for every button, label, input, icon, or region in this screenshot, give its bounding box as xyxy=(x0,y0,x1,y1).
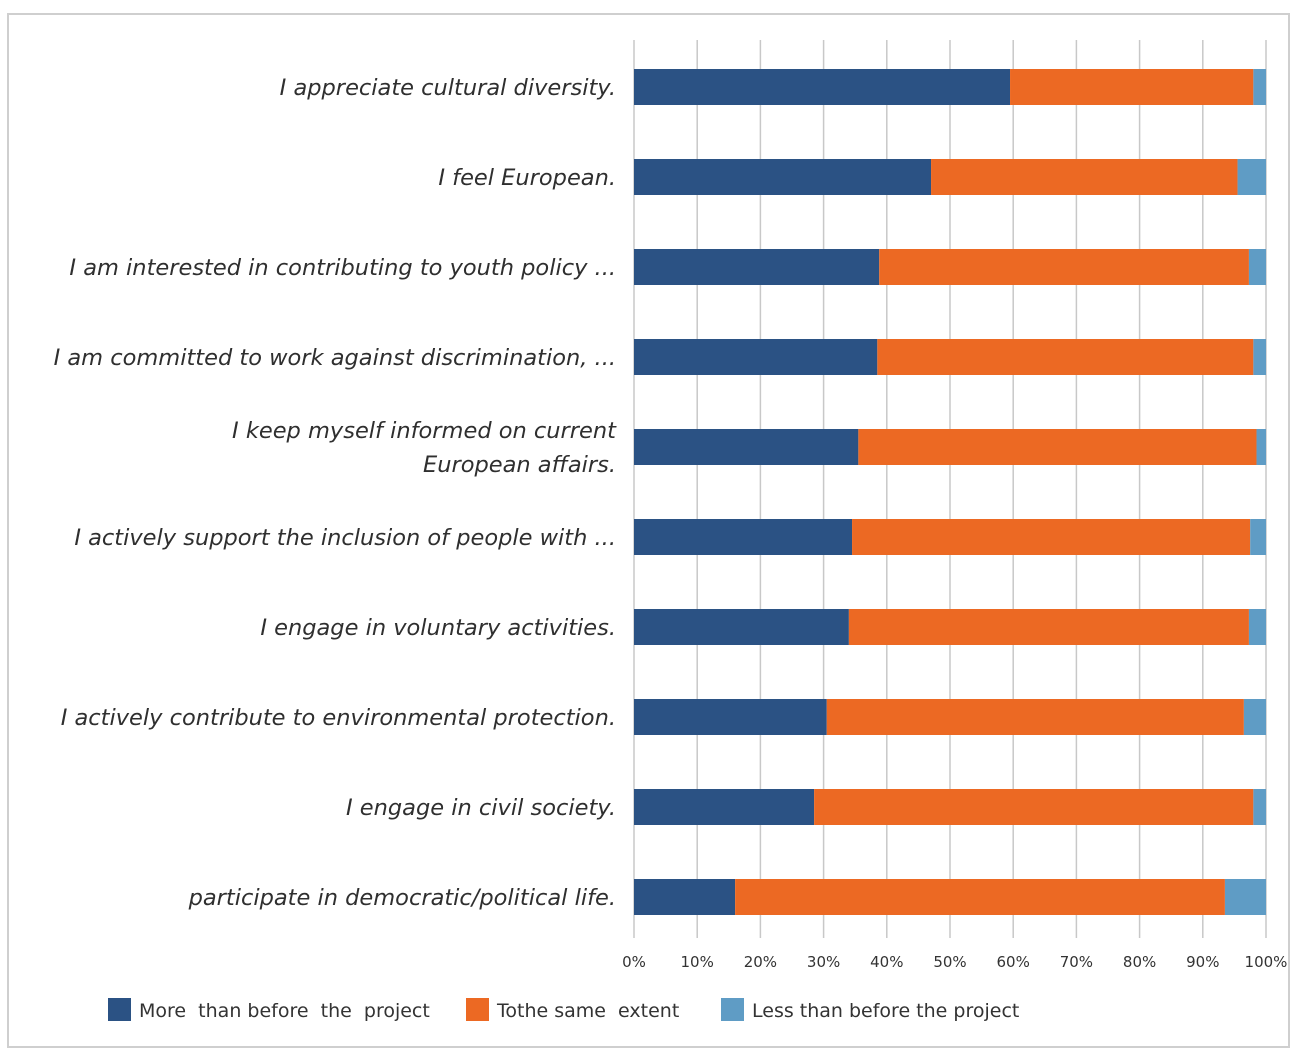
bar-segment-series-1 xyxy=(634,879,736,915)
bar-segment-series-3 xyxy=(1243,699,1266,735)
x-tick-label: 20% xyxy=(744,953,777,971)
category-label: I appreciate cultural diversity. xyxy=(280,75,616,101)
bar-segment-series-1 xyxy=(634,159,932,195)
bars xyxy=(634,69,1266,915)
bar-segment-series-2 xyxy=(735,879,1225,915)
bar-segment-series-2 xyxy=(1010,69,1254,105)
legend-label: Tothe same extent xyxy=(496,1000,679,1022)
bar-segment-series-3 xyxy=(1256,429,1266,465)
bar-segment-series-3 xyxy=(1253,789,1266,825)
category-label: I feel European. xyxy=(438,165,616,191)
category-label: I keep myself informed on current Europea… xyxy=(232,418,617,478)
category-label: I engage in civil society. xyxy=(346,795,616,821)
bar-segment-series-2 xyxy=(858,429,1257,465)
bar-segment-series-2 xyxy=(848,609,1249,645)
category-label: I actively contribute to environmental p… xyxy=(61,705,616,731)
bar-segment-series-2 xyxy=(826,699,1244,735)
x-tick-label: 60% xyxy=(997,953,1030,971)
x-tick-label: 50% xyxy=(933,953,966,971)
x-tick-label: 100% xyxy=(1245,953,1288,971)
category-label: I am interested in contributing to youth… xyxy=(69,255,616,281)
x-tick-label: 90% xyxy=(1186,953,1219,971)
bar-segment-series-3 xyxy=(1253,69,1266,105)
bar-segment-series-3 xyxy=(1237,159,1266,195)
bar-segment-series-1 xyxy=(634,609,849,645)
bar-segment-series-2 xyxy=(879,249,1249,285)
bar-segment-series-1 xyxy=(634,789,815,825)
bar-segment-series-1 xyxy=(634,339,878,375)
bar-segment-series-3 xyxy=(1248,609,1266,645)
legend-swatch xyxy=(721,998,744,1021)
bar-segment-series-3 xyxy=(1224,879,1266,915)
x-axis-ticks: 0% 10% 20% 30% 40% 50% 60% 70% 80% 90% 100% xyxy=(622,953,1287,971)
bar-segment-series-1 xyxy=(634,519,853,555)
x-tick-label: 40% xyxy=(870,953,903,971)
bar-segment-series-1 xyxy=(634,69,1011,105)
bar-segment-series-1 xyxy=(634,699,827,735)
bar-segment-series-1 xyxy=(634,429,859,465)
category-label: participate in democratic/political life… xyxy=(188,885,616,911)
category-label: I am committed to work against discrimin… xyxy=(54,345,616,371)
bar-segment-series-2 xyxy=(877,339,1254,375)
legend-swatch xyxy=(108,998,131,1021)
legend-label: Less than before the project xyxy=(752,1000,1019,1022)
legend-swatch xyxy=(466,998,489,1021)
bar-segment-series-2 xyxy=(814,789,1254,825)
category-label: I actively support the inclusion of peop… xyxy=(74,525,616,551)
x-tick-label: 30% xyxy=(807,953,840,971)
category-labels: I appreciate cultural diversity. I feel E… xyxy=(54,75,618,911)
x-tick-label: 0% xyxy=(622,953,646,971)
bar-segment-series-2 xyxy=(931,159,1238,195)
bar-segment-series-3 xyxy=(1250,519,1266,555)
category-label: I engage in voluntary activities. xyxy=(260,615,616,641)
bar-segment-series-3 xyxy=(1248,249,1266,285)
x-tick-label: 80% xyxy=(1123,953,1156,971)
x-tick-label: 10% xyxy=(681,953,714,971)
bar-segment-series-3 xyxy=(1253,339,1266,375)
bar-segment-series-1 xyxy=(634,249,880,285)
bar-segment-series-2 xyxy=(852,519,1251,555)
x-tick-label: 70% xyxy=(1060,953,1093,971)
legend: More than before the project Tothe same e… xyxy=(108,998,1019,1022)
legend-label: More than before the project xyxy=(139,1000,430,1022)
